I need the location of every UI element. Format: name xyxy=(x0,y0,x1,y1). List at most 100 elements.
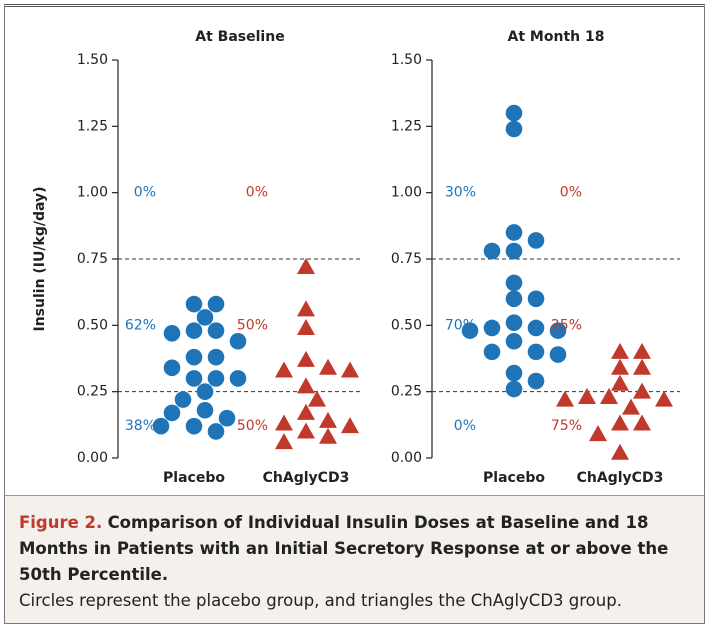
region-label: 38% xyxy=(125,418,156,434)
point xyxy=(163,324,181,342)
point xyxy=(611,374,629,391)
point xyxy=(207,370,225,387)
point xyxy=(505,332,523,350)
point xyxy=(527,290,545,308)
point xyxy=(207,423,225,440)
point xyxy=(505,364,523,382)
point xyxy=(633,342,651,359)
point xyxy=(505,104,523,122)
point xyxy=(185,370,203,387)
y-tick-label: 0.75 xyxy=(77,251,108,267)
point xyxy=(505,224,523,241)
point xyxy=(505,314,523,331)
point xyxy=(527,372,545,390)
y-axis-label: Insulin (IU/kg/day) xyxy=(32,186,48,331)
point xyxy=(527,319,545,337)
point xyxy=(600,387,618,404)
point xyxy=(297,350,315,367)
point xyxy=(275,433,293,450)
point xyxy=(505,274,523,292)
point xyxy=(633,414,651,431)
point xyxy=(297,377,315,394)
region-label: 30% xyxy=(445,185,476,201)
region-label: 25% xyxy=(551,317,582,333)
point xyxy=(297,422,315,439)
point xyxy=(163,404,181,422)
y-tick-label: 0.25 xyxy=(77,384,108,400)
point xyxy=(556,390,574,407)
point xyxy=(185,295,203,313)
region-label: 50% xyxy=(237,418,268,434)
point xyxy=(505,120,523,138)
point xyxy=(655,390,673,407)
point xyxy=(196,309,214,326)
point xyxy=(611,443,629,460)
point xyxy=(461,322,479,339)
point xyxy=(196,401,214,419)
point xyxy=(611,342,629,359)
point xyxy=(185,417,203,435)
y-tick-label: 1.50 xyxy=(77,52,108,68)
y-tick-label: 1.00 xyxy=(391,185,422,201)
region-label: 62% xyxy=(125,317,156,333)
point xyxy=(163,359,181,377)
point xyxy=(185,322,203,339)
point xyxy=(297,403,315,420)
point xyxy=(319,358,337,375)
point xyxy=(229,370,247,387)
point xyxy=(275,414,293,431)
y-tick-label: 0.25 xyxy=(391,384,422,400)
chart-title: At Month 18 xyxy=(508,29,605,45)
x-tick-label: ChAglyCD3 xyxy=(577,470,664,486)
region-label: 0% xyxy=(560,185,582,201)
point xyxy=(196,383,214,400)
point xyxy=(549,322,567,339)
point xyxy=(308,390,326,407)
x-tick-label: Placebo xyxy=(483,470,545,486)
point xyxy=(578,387,596,404)
y-tick-label: 0.75 xyxy=(391,251,422,267)
point xyxy=(341,361,359,378)
point xyxy=(275,361,293,378)
y-tick-label: 1.25 xyxy=(77,118,108,134)
point xyxy=(505,290,523,308)
point xyxy=(483,343,501,361)
region-label: 0% xyxy=(134,185,156,201)
y-tick-label: 0.00 xyxy=(77,450,108,466)
point xyxy=(218,409,236,427)
point xyxy=(505,380,523,398)
point xyxy=(319,427,337,444)
x-tick-label: ChAglyCD3 xyxy=(263,470,350,486)
caption-text: Circles represent the placebo group, and… xyxy=(19,591,622,610)
x-tick-label: Placebo xyxy=(163,470,225,486)
point xyxy=(611,358,629,375)
point xyxy=(622,398,640,415)
point xyxy=(207,322,225,339)
figure-label: Figure 2. xyxy=(19,513,103,532)
point xyxy=(297,318,315,335)
point xyxy=(527,232,545,249)
caption: Figure 2. Comparison of Individual Insul… xyxy=(4,495,705,624)
y-tick-label: 1.25 xyxy=(391,118,422,134)
y-tick-label: 1.00 xyxy=(77,185,108,201)
point xyxy=(483,319,501,337)
point xyxy=(611,414,629,431)
point xyxy=(152,417,170,435)
point xyxy=(229,332,247,350)
region-label: 75% xyxy=(551,418,582,434)
point xyxy=(297,300,315,317)
chart-title: At Baseline xyxy=(195,29,284,45)
point xyxy=(207,295,225,313)
point xyxy=(633,382,651,399)
point xyxy=(633,358,651,375)
point xyxy=(174,391,192,408)
y-tick-label: 0.50 xyxy=(77,317,108,333)
y-tick-label: 1.50 xyxy=(391,52,422,68)
region-label: 50% xyxy=(237,317,268,333)
point xyxy=(297,257,315,274)
point xyxy=(207,348,225,366)
point xyxy=(589,425,607,442)
point xyxy=(505,242,523,260)
y-tick-label: 0.50 xyxy=(391,317,422,333)
